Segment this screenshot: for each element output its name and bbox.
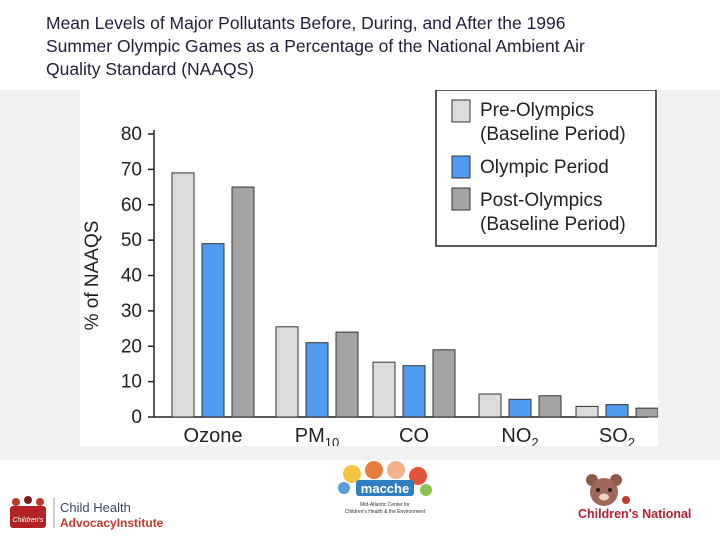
bar	[575, 405, 599, 418]
bar	[432, 349, 456, 418]
bar	[201, 243, 225, 418]
x-tick-label: SO2	[599, 425, 635, 446]
x-tick-label: Ozone	[184, 425, 243, 446]
legend-label: Post-Olympics	[480, 190, 602, 211]
x-tick-label: PM10	[295, 425, 339, 446]
bar	[402, 365, 426, 418]
childrens-national-logo: Children's National	[578, 470, 700, 526]
chart-panel: % of NAAQS 0 10 20 30 40 50 60 70 80 Ozone PM10 CO NO…	[80, 90, 658, 446]
y-tick-label: 10	[121, 372, 142, 393]
bar	[171, 172, 195, 418]
childrens-badge-text: Children's	[13, 517, 44, 524]
legend-label: Pre-Olympics	[480, 100, 594, 121]
x-tick-label: NO2	[501, 425, 538, 446]
y-tick-label: 70	[121, 159, 142, 180]
y-tick-label: 30	[121, 301, 142, 322]
bar	[635, 407, 658, 418]
legend-box	[435, 90, 657, 247]
y-tick-label: 80	[121, 124, 142, 145]
bar	[305, 342, 329, 418]
advocacy-institute-text: AdvocacyInstitute	[60, 516, 164, 530]
child-health-text: Child Health	[60, 500, 131, 515]
legend-swatch	[451, 187, 471, 211]
y-tick-label: 50	[121, 230, 142, 251]
cartoon-kids-icon	[338, 461, 432, 496]
legend-swatch	[451, 155, 471, 179]
y-tick-label: 60	[121, 195, 142, 216]
bar	[231, 186, 255, 418]
legend-swatch	[451, 99, 471, 123]
macche-caption-line2: Children's Health & the Environment	[345, 509, 426, 515]
macche-caption-line1: Mid-Atlantic Center for	[360, 502, 410, 508]
y-tick-label: 40	[121, 266, 142, 287]
childrens-national-text: Children's National	[578, 507, 691, 521]
slide-title: Mean Levels of Major Pollutants Before, …	[46, 13, 585, 79]
teddy-bear-icon	[586, 474, 630, 506]
macche-logo: macche Mid-Atlantic Center for Children'…	[330, 458, 440, 520]
bar	[335, 331, 359, 418]
legend-label-sub: (Baseline Period)	[480, 214, 626, 235]
children-silhouette-icon	[10, 496, 46, 528]
legend-label-sub: (Baseline Period)	[480, 124, 626, 145]
y-axis-label: % of NAAQS	[82, 221, 103, 331]
bar	[372, 361, 396, 418]
bar-chart: % of NAAQS 0 10 20 30 40 50 60 70 80 Ozone PM10 CO NO…	[82, 90, 658, 446]
title-band: Mean Levels of Major Pollutants Before, …	[0, 12, 720, 90]
bar	[508, 398, 532, 418]
macche-word: macche	[361, 481, 409, 496]
bar	[478, 393, 502, 418]
bar	[275, 326, 299, 418]
x-tick-label: CO	[399, 425, 429, 446]
child-health-advocacy-institute-logo: Children's Child Health AdvocacyInstitut…	[4, 492, 164, 532]
bar	[605, 404, 629, 418]
bar	[538, 395, 562, 418]
y-tick-label: 20	[121, 336, 142, 357]
y-tick-label: 0	[131, 407, 142, 428]
legend-label: Olympic Period	[480, 157, 609, 178]
